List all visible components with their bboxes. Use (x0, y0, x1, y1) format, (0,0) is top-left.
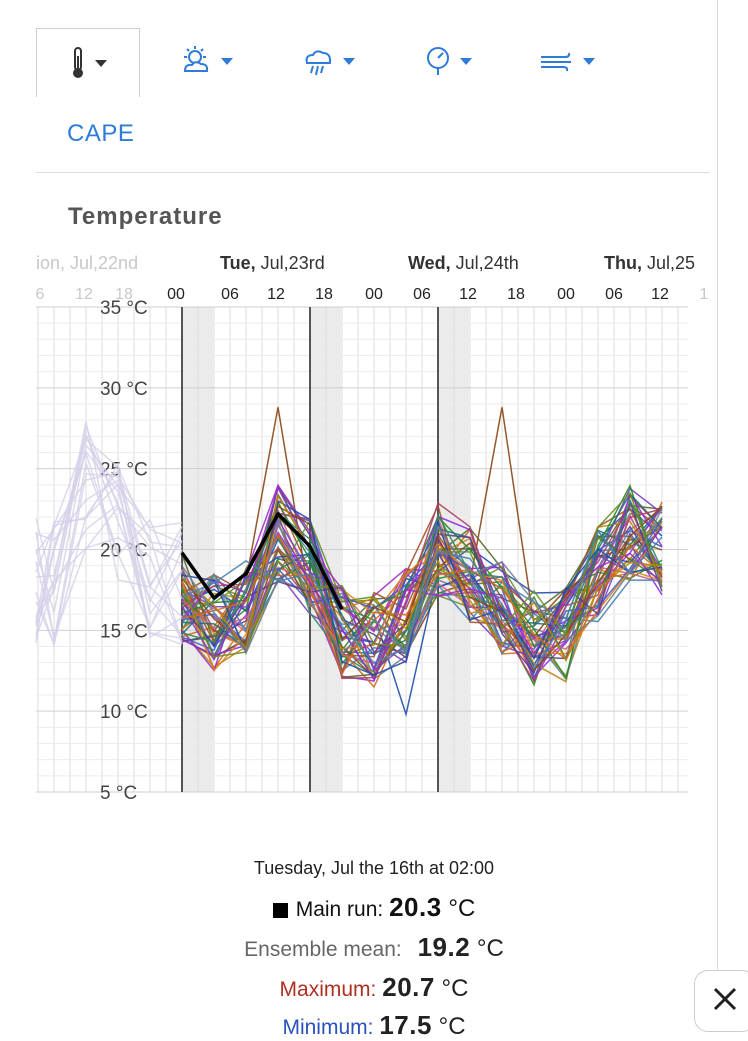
x-tick-label: 00 (167, 286, 185, 303)
chevron-down-icon (343, 57, 355, 65)
tab-sunshine[interactable] (166, 28, 246, 94)
chevron-down-icon (460, 57, 472, 65)
chevron-down-icon (583, 57, 595, 65)
close-icon (712, 986, 738, 1017)
main-run-label: Main run: (295, 898, 390, 921)
ensemble-line (181, 529, 663, 671)
x-tick-label: 00 (365, 286, 383, 303)
temperature-chart[interactable]: 35 °C30 °C25 °C20 °C15 °C10 °C5 °C6 12 18 0… (0, 280, 748, 820)
cape-link[interactable]: CAPE (67, 120, 135, 147)
tab-precipitation[interactable] (288, 28, 368, 94)
y-tick-label: 20 °C (100, 541, 148, 562)
unit: °C (441, 895, 476, 922)
divider (36, 172, 710, 173)
ensemble-line-past (35, 460, 183, 641)
day-label: Tue, Jul,23rd (220, 253, 325, 274)
ensemble-line-past (35, 473, 183, 648)
sun-cloud-icon (179, 45, 213, 77)
day-label: ion, Jul,22nd (36, 253, 139, 273)
day-weekday: Thu, (604, 253, 642, 273)
tab-wind[interactable] (526, 28, 608, 94)
y-tick-label: 10 °C (100, 702, 148, 723)
window-edge (717, 0, 718, 1024)
day-date: Jul,23rd (255, 253, 325, 273)
tab-pressure[interactable] (408, 28, 488, 94)
ensemble-line-past (35, 503, 183, 640)
thermometer-icon (69, 46, 87, 80)
wind-icon (539, 49, 575, 73)
close-button[interactable] (694, 970, 748, 1032)
day-weekday: Tue, (220, 253, 256, 273)
main-run-row: Main run: 20.3 °C (0, 892, 748, 923)
maximum-label: Maximum: (279, 978, 383, 1001)
x-tick-label: 18 (315, 286, 333, 303)
section-title: Temperature (68, 203, 223, 230)
main-run-swatch (272, 902, 288, 918)
x-tick-label: 06 (221, 286, 239, 303)
readout-date: Tuesday, Jul the 16th at 02:00 (253, 858, 495, 878)
x-tick-label: 12 (651, 286, 669, 303)
unit: °C (470, 935, 504, 962)
x-tick-label: 12 (267, 286, 285, 303)
day-label: Wed, Jul,24th (408, 253, 519, 274)
y-tick-label: 5 °C (100, 783, 137, 804)
ensemble-line (181, 503, 663, 658)
main-run-line (180, 512, 344, 611)
ensemble-line (181, 513, 663, 665)
x-tick-label: 1 (700, 286, 709, 303)
minimum-label: Minimum: (282, 1016, 380, 1039)
x-tick-label: 6 (36, 286, 45, 303)
chevron-down-icon (221, 57, 233, 65)
main-run-value: 20.3 (389, 892, 442, 922)
maximum-value: 20.7 (382, 972, 435, 1002)
ensemble-mean-value: 19.2 (417, 932, 471, 962)
ensemble-line-past (35, 450, 183, 625)
day-label: Thu, Jul,25 (604, 253, 695, 274)
ensemble-line (181, 508, 663, 656)
variable-tabs (36, 28, 716, 97)
x-tick-label: 12 (459, 286, 477, 303)
ensemble-line-past (35, 482, 183, 646)
rain-cloud-icon (301, 45, 335, 77)
x-tick-label: 06 (413, 286, 431, 303)
y-tick-label: 35 °C (100, 298, 148, 319)
chevron-down-icon (95, 59, 107, 67)
ensemble-line-past (35, 536, 183, 644)
ensemble-line (181, 492, 663, 670)
x-tick-label: 18 (507, 286, 525, 303)
tab-temperature[interactable] (36, 28, 140, 97)
x-tick-label: 18 (115, 286, 133, 303)
x-tick-label: 12 (75, 286, 93, 303)
x-tick-label: 00 (557, 286, 575, 303)
ensemble-line-past (35, 450, 183, 635)
minimum-row: Minimum: 17.5 °C (0, 1010, 748, 1041)
ensemble-line (181, 498, 663, 652)
ensemble-mean-row: Ensemble mean: 19.2 °C (0, 932, 748, 963)
unit: °C (431, 1013, 466, 1040)
pressure-gauge-icon (424, 45, 452, 77)
unit: °C (434, 975, 469, 1002)
ensemble-line-past (35, 443, 183, 613)
day-date: Jul,24th (450, 253, 519, 273)
minimum-value: 17.5 (379, 1010, 432, 1040)
maximum-row: Maximum: 20.7 °C (0, 972, 748, 1003)
day-weekday: Wed, (408, 253, 451, 273)
ensemble-line-past (35, 431, 183, 637)
x-tick-label: 06 (605, 286, 623, 303)
y-tick-label: 15 °C (100, 621, 148, 642)
day-date: Jul,25 (642, 253, 696, 273)
ensemble-mean-label: Ensemble mean: (244, 938, 408, 961)
y-tick-label: 30 °C (100, 379, 148, 400)
